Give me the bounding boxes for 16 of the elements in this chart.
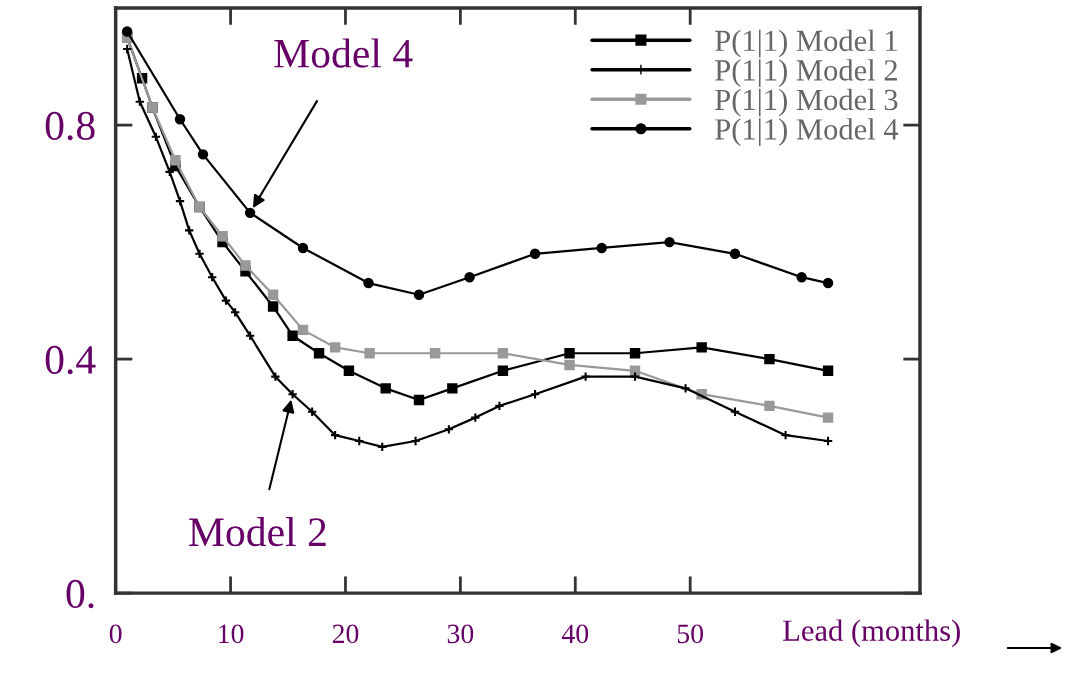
y-tick-label: 0.4	[45, 345, 96, 375]
x-tick-label: 40	[561, 624, 589, 644]
x-tick-label: 10	[219, 624, 244, 644]
x-tick-label: 20	[332, 624, 359, 644]
legend-label: P(1|1) Model 2	[715, 59, 897, 87]
x-tick-label: 0	[109, 624, 122, 644]
legend-label: P(1|1) Model 1	[715, 29, 897, 58]
x-tick-label: 50	[677, 624, 704, 644]
y-tick-label: 0.	[66, 579, 94, 609]
x-axis-title: Lead (months)	[783, 619, 960, 648]
legend-label: P(1|1) Model 3	[715, 88, 898, 117]
annotation: Model 4	[274, 38, 413, 68]
annotation: Model 2	[189, 516, 326, 547]
y-tick-label: 0.8	[45, 111, 95, 141]
x-tick-label: 30	[447, 624, 474, 644]
legend-label: P(1|1) Model 4	[715, 118, 899, 146]
